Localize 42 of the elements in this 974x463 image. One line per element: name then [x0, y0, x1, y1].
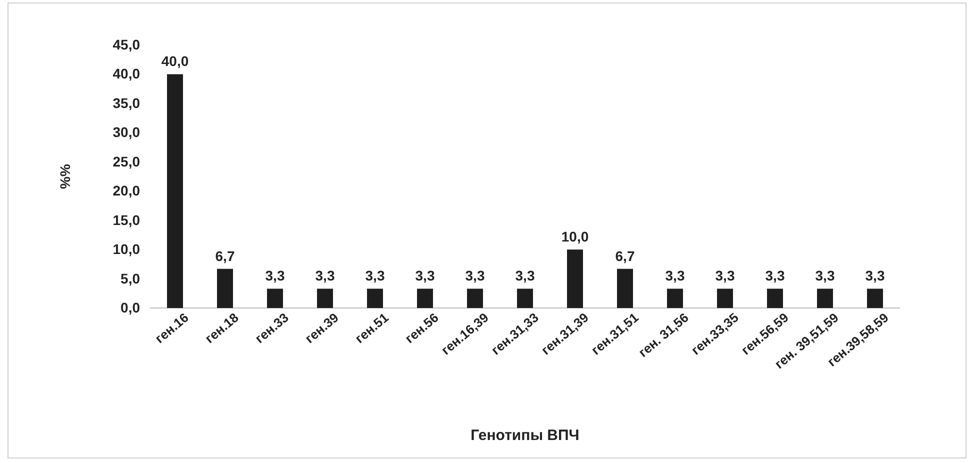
y-tick-label: 35,0 — [112, 94, 140, 111]
bar — [567, 250, 583, 308]
y-axis-title: %% — [57, 164, 73, 189]
bar — [667, 288, 683, 308]
data-label: 3,3 — [715, 268, 735, 284]
bar — [367, 288, 383, 308]
bar — [767, 288, 783, 308]
y-tick-label: 15,0 — [112, 212, 140, 228]
data-label: 3,3 — [515, 268, 535, 284]
bar — [267, 288, 283, 308]
data-label: 6,7 — [615, 248, 635, 264]
bar — [867, 288, 883, 308]
bar — [217, 268, 233, 308]
data-label: 3,3 — [365, 268, 385, 284]
bar — [317, 288, 333, 308]
bar — [817, 288, 833, 308]
y-tick-label: 20,0 — [112, 182, 140, 199]
bar — [617, 268, 633, 308]
data-label: 3,3 — [865, 268, 885, 284]
y-tick-label: 40,0 — [112, 66, 140, 82]
x-axis-title: Генотипы ВПЧ — [470, 427, 580, 444]
data-label: 3,3 — [815, 268, 835, 284]
data-label: 40,0 — [161, 53, 189, 70]
bar — [167, 74, 183, 308]
y-tick-label: 0,0 — [120, 299, 140, 316]
data-label: 3,3 — [265, 268, 285, 284]
bar — [417, 288, 433, 308]
data-label: 3,3 — [465, 268, 485, 284]
y-tick-label: 30,0 — [112, 124, 140, 140]
data-label: 6,7 — [215, 248, 235, 264]
data-label: 3,3 — [315, 268, 335, 284]
y-tick-label: 25,0 — [112, 153, 140, 170]
bar — [717, 288, 733, 308]
bar — [467, 288, 483, 308]
data-label: 3,3 — [415, 268, 435, 284]
y-tick-label: 45,0 — [112, 36, 140, 52]
data-label: 3,3 — [765, 268, 785, 284]
bar — [517, 288, 533, 308]
y-tick-label: 10,0 — [112, 241, 140, 258]
data-label: 10,0 — [561, 228, 589, 245]
y-tick-label: 5,0 — [120, 270, 140, 286]
data-label: 3,3 — [665, 268, 685, 284]
